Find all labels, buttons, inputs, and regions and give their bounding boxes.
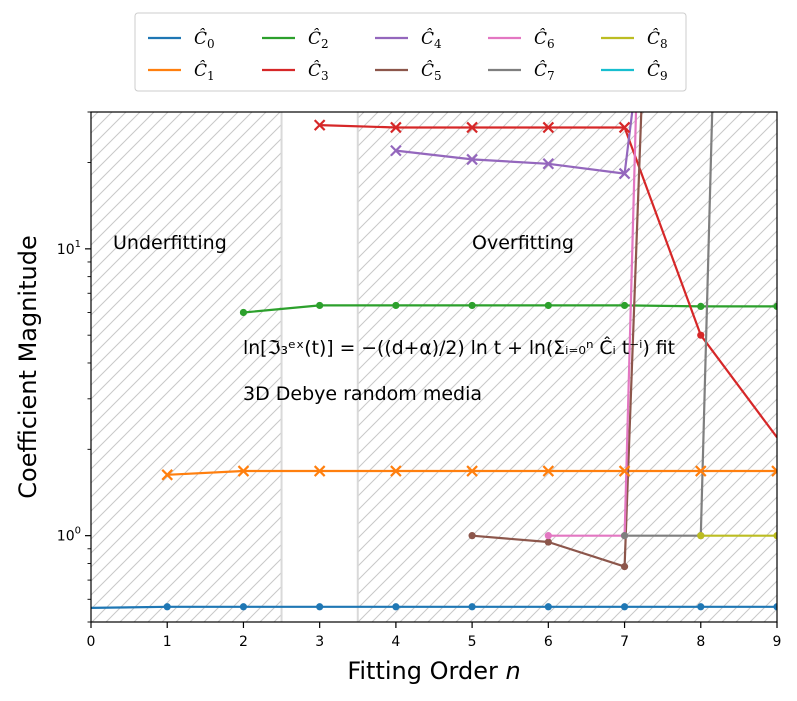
legend-label: Ĉ6: [534, 28, 555, 51]
point-c1: [618, 465, 631, 477]
point-c0: [620, 603, 629, 611]
x-tick-label: 6: [544, 634, 553, 650]
point-c3: [618, 121, 631, 134]
point-c2: [697, 302, 705, 310]
legend-frame: [134, 12, 687, 92]
legend-item-c7: Ĉ7: [488, 60, 555, 83]
point-c0: [163, 603, 171, 611]
y-tick-label: 100: [57, 526, 81, 545]
x-tick-label: 1: [163, 634, 172, 650]
point-c3: [466, 121, 478, 134]
legend-label: Ĉ7: [534, 60, 555, 83]
y-axis-title: Coefficient Magnitude: [14, 235, 42, 498]
point-c0: [239, 603, 248, 611]
legend-label: Ĉ0: [194, 28, 215, 51]
point-c1: [695, 465, 707, 477]
legend-label: Ĉ8: [647, 28, 668, 51]
x-axis: 0 1 2 3 4 5 6 7 8 9: [87, 622, 782, 650]
point-c4: [390, 144, 402, 157]
point-c0: [773, 603, 777, 611]
point-c0: [468, 603, 476, 611]
point-c3: [390, 121, 402, 134]
legend-label: Ĉ4: [421, 28, 442, 51]
series-line-c5: [472, 112, 643, 568]
point-c5: [468, 532, 476, 540]
point-c1: [390, 465, 402, 477]
point-c3: [313, 119, 326, 131]
legend-item-c2: Ĉ2: [262, 28, 329, 51]
point-c1: [237, 465, 250, 477]
point-c2: [392, 301, 400, 310]
x-axis-title: Fitting Order n: [347, 657, 520, 685]
point-c1: [161, 469, 173, 481]
legend-label: Ĉ2: [308, 28, 329, 51]
point-c3: [697, 331, 705, 339]
x-tick-label: 7: [620, 634, 629, 650]
formula-annotation: ln[ℑ₃ᵉˣ(t)] = −((d+α)/2) ln t + ln(Σᵢ₌₀ⁿ…: [243, 335, 675, 359]
hatched-region-underfitting: [91, 112, 282, 622]
point-c0: [316, 603, 324, 611]
series-line-c2: [243, 304, 777, 314]
legend-label: Ĉ1: [194, 60, 215, 83]
legend: Ĉ0 Ĉ1 Ĉ2 Ĉ3 Ĉ4 Ĉ5 Ĉ6 Ĉ7 Ĉ8 Ĉ9: [134, 12, 687, 92]
point-c2: [239, 308, 248, 317]
point-c1: [771, 465, 777, 477]
x-tick-label: 0: [87, 634, 96, 650]
point-c1: [466, 465, 478, 477]
point-c4: [466, 153, 478, 166]
legend-item-c1: Ĉ1: [148, 60, 215, 83]
legend-item-c3: Ĉ3: [262, 60, 329, 83]
legend-item-c8: Ĉ8: [601, 28, 668, 51]
media-annotation: 3D Debye random media: [243, 383, 482, 405]
legend-item-c9: Ĉ9: [601, 60, 668, 83]
point-c3: [542, 121, 555, 134]
hatched-region-overfitting: [357, 112, 777, 622]
point-c6: [544, 532, 552, 540]
legend-label: Ĉ9: [647, 60, 668, 83]
point-c5: [620, 563, 629, 571]
y-axis: 100 101: [57, 111, 91, 623]
series-line-c0: [91, 605, 777, 609]
region-label-overfitting: Overfitting: [472, 232, 574, 254]
point-c1: [313, 465, 326, 477]
x-tick-label: 8: [696, 634, 705, 650]
plot-area: Underfitting Overfitting ln[ℑ₃ᵉˣ(t)] = −…: [90, 111, 778, 623]
legend-item-c6: Ĉ6: [488, 28, 555, 51]
point-c8: [697, 532, 705, 540]
legend-label: Ĉ3: [308, 60, 329, 83]
x-tick-label: 3: [315, 634, 324, 650]
legend-item-c4: Ĉ4: [375, 28, 442, 51]
legend-item-c5: Ĉ5: [375, 60, 442, 83]
region-label-underfitting: Underfitting: [113, 232, 227, 254]
point-c2: [468, 301, 476, 310]
point-c2: [316, 301, 324, 310]
point-c7: [620, 532, 629, 540]
x-tick-label: 5: [468, 634, 477, 650]
point-c0: [392, 603, 400, 611]
x-tick-label: 9: [773, 634, 782, 650]
point-c0: [697, 603, 705, 611]
point-c4: [618, 167, 631, 180]
x-tick-label: 2: [239, 634, 248, 650]
plot-frame: [90, 111, 778, 623]
point-c8: [773, 532, 777, 540]
legend-item-c0: Ĉ0: [148, 28, 215, 51]
point-c2: [620, 301, 629, 310]
point-c1: [542, 465, 555, 477]
point-c4: [542, 157, 555, 170]
point-c5: [544, 538, 552, 546]
point-c0: [544, 603, 552, 611]
x-tick-label: 4: [391, 634, 400, 650]
point-c2: [773, 302, 777, 310]
legend-label: Ĉ5: [421, 60, 442, 83]
point-c2: [544, 301, 552, 310]
y-tick-label: 101: [57, 239, 81, 258]
